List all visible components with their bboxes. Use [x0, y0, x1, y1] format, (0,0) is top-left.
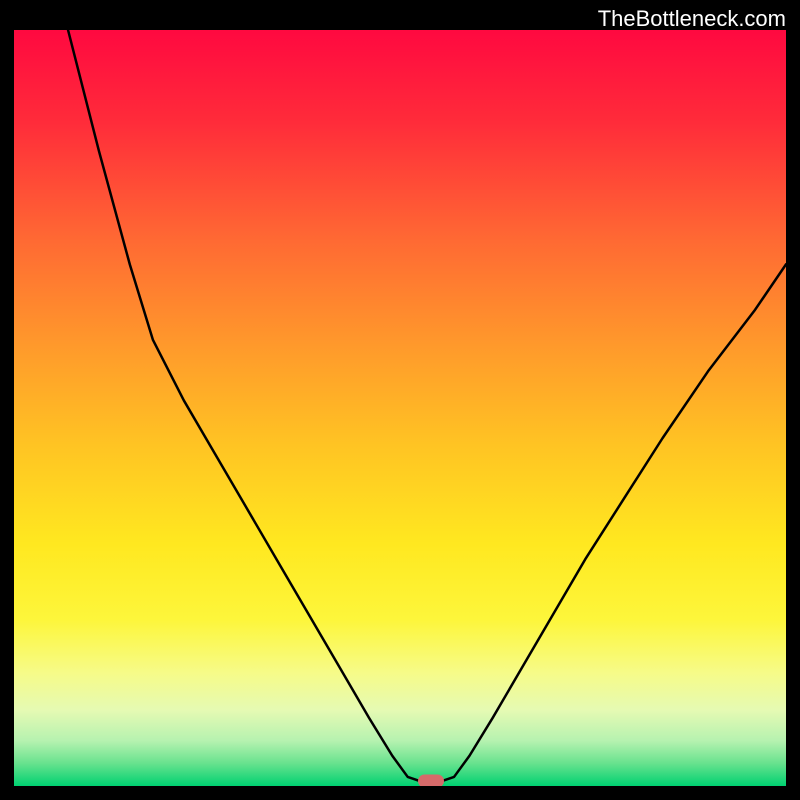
bottleneck-curve	[14, 30, 786, 786]
chart-canvas: TheBottleneck.com	[0, 0, 800, 800]
minimum-marker	[418, 774, 444, 786]
watermark-text: TheBottleneck.com	[598, 6, 786, 32]
plot-area	[14, 30, 786, 786]
